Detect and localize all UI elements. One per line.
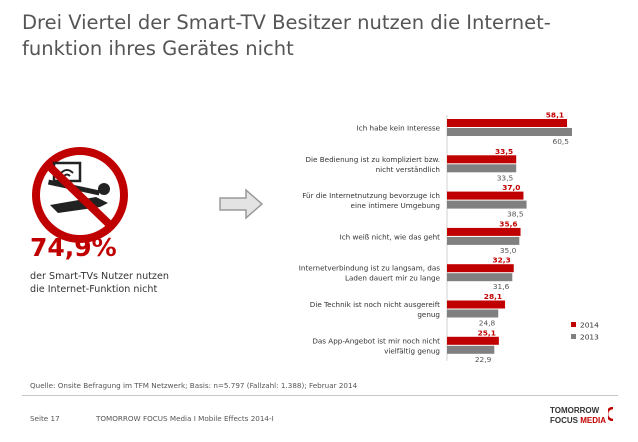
data-label-2013: 60,5 bbox=[553, 137, 570, 146]
bar-2013 bbox=[447, 309, 499, 318]
bar-2014 bbox=[447, 264, 514, 273]
data-label-2013: 22,9 bbox=[475, 355, 492, 364]
bar-2013 bbox=[447, 128, 572, 136]
category-label: Ich weiß nicht, wie das geht bbox=[340, 232, 441, 241]
data-label-2014: 25,1 bbox=[478, 328, 496, 337]
data-label-2013: 35,0 bbox=[500, 246, 517, 255]
arrow-right-icon bbox=[219, 188, 264, 220]
data-label-2014: 28,1 bbox=[484, 292, 502, 301]
tv-no-wifi-icon bbox=[32, 147, 128, 243]
bar-2013 bbox=[447, 236, 520, 245]
legend-swatch-2014 bbox=[571, 322, 576, 327]
category-label: genug bbox=[417, 310, 440, 319]
category-label: Internetverbindung ist zu langsam, das bbox=[299, 264, 440, 273]
data-label-2014: 35,6 bbox=[499, 219, 517, 228]
stat-line-1: der Smart-TVs Nutzer nutzen bbox=[30, 271, 169, 282]
category-label: Das App-Angebot ist mir noch nicht bbox=[312, 336, 440, 345]
category-label: eine intimere Umgebung bbox=[351, 201, 440, 210]
category-label: Ich habe kein Interesse bbox=[357, 124, 441, 133]
company-logo: TOMORROW FOCUS MEDIA bbox=[550, 404, 620, 432]
footer-divider bbox=[22, 395, 618, 396]
logo-line-1: TOMORROW bbox=[550, 406, 600, 415]
legend-swatch-2013 bbox=[571, 334, 576, 339]
data-label-2014: 37,0 bbox=[502, 183, 520, 192]
stat-description: der Smart-TVs Nutzer nutzen die Internet… bbox=[30, 270, 180, 296]
logo-mark-icon bbox=[608, 407, 614, 421]
bar-2013 bbox=[447, 200, 527, 209]
data-label-2014: 58,1 bbox=[546, 111, 564, 120]
bar-2013 bbox=[447, 345, 495, 354]
logo-focus: FOCUS bbox=[550, 416, 578, 425]
category-label: nicht verständlich bbox=[376, 165, 440, 174]
data-label-2014: 33,5 bbox=[495, 147, 513, 156]
bar-2014 bbox=[447, 191, 524, 200]
category-label: Laden dauert mir zu lange bbox=[345, 274, 441, 283]
logo-line-2: FOCUS MEDIA bbox=[550, 416, 606, 425]
category-label: Die Technik ist noch nicht ausgereift bbox=[310, 300, 440, 309]
category-label: vielfältig genug bbox=[384, 346, 440, 355]
category-label: Die Bedienung ist zu kompliziert bzw. bbox=[306, 155, 441, 164]
data-label-2013: 33,5 bbox=[497, 173, 514, 182]
page-number: Seite 17 bbox=[30, 414, 60, 423]
bar-2014 bbox=[447, 119, 568, 127]
data-label-2013: 38,5 bbox=[507, 210, 524, 219]
bar-2014 bbox=[447, 336, 499, 345]
stat-line-2: die Internet-Funktion nicht bbox=[30, 284, 158, 295]
category-label: Für die Internetnutzung bevorzuge ich bbox=[302, 191, 440, 200]
page-title-line-1: Drei Viertel der Smart-TV Besitzer nutze… bbox=[22, 11, 551, 34]
bar-2013 bbox=[447, 164, 517, 173]
footer-text: TOMORROW FOCUS Media I Mobile Effects 20… bbox=[96, 414, 274, 423]
bar-2014 bbox=[447, 300, 506, 309]
source-note: Quelle: Onsite Befragung im TFM Netzwerk… bbox=[30, 381, 358, 390]
stat-value: 74,9% bbox=[30, 233, 117, 262]
page-title-line-2: funktion ihres Gerätes nicht bbox=[22, 37, 294, 60]
bar-2013 bbox=[447, 273, 513, 282]
data-label-2013: 24,8 bbox=[479, 319, 496, 328]
page-title: Drei Viertel der Smart-TV Besitzer nutze… bbox=[22, 10, 582, 62]
data-label-2014: 32,3 bbox=[492, 256, 510, 265]
data-label-2013: 31,6 bbox=[493, 282, 510, 291]
bar-2014 bbox=[447, 227, 521, 236]
bar-2014 bbox=[447, 155, 517, 164]
legend-label-2014: 2014 bbox=[580, 321, 599, 330]
legend-label-2013: 2013 bbox=[580, 333, 599, 342]
logo-media: MEDIA bbox=[580, 416, 607, 425]
